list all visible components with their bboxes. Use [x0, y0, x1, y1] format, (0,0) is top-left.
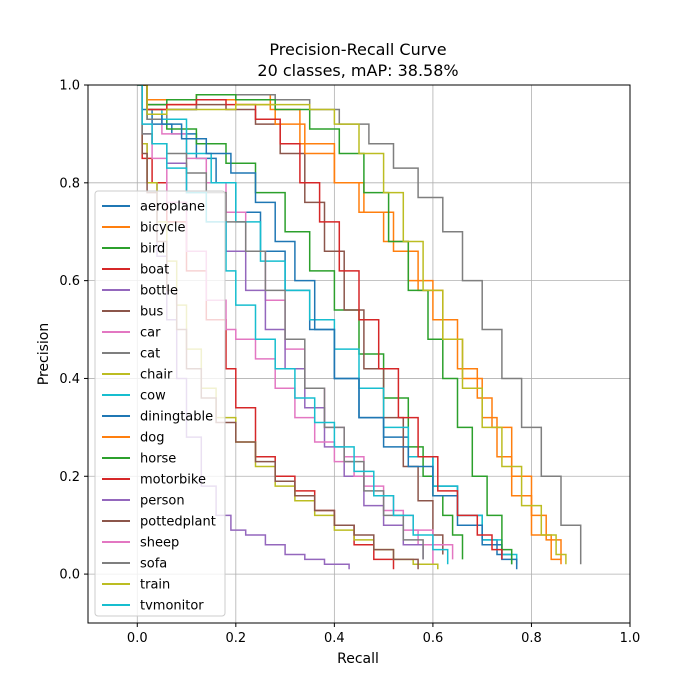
legend-label-sheep: sheep	[140, 536, 179, 551]
plot-frame	[87, 84, 631, 624]
x-tick-label: 0.8	[521, 631, 542, 646]
x-tick-label: 0.4	[324, 631, 345, 646]
y-tick-label: 0.6	[59, 274, 80, 289]
y-axis-ticks: 0.0 0.2 0.4 0.6 0.8 1.0	[59, 79, 88, 583]
legend-label-horse: horse	[140, 452, 176, 467]
legend-box	[94, 190, 226, 617]
legend-label-aeroplane: aeroplane	[140, 200, 205, 215]
y-tick-label: 1.0	[59, 79, 80, 94]
x-axis-ticks: 0.0 0.2 0.4 0.6 0.8 1.0	[127, 623, 640, 646]
series-line-train	[137, 85, 567, 565]
legend-label-bird: bird	[140, 242, 165, 257]
x-tick-label: 0.2	[225, 631, 246, 646]
legend-label-dog: dog	[140, 431, 164, 446]
legend-label-pottedplant: pottedplant	[140, 515, 216, 530]
legend-label-car: car	[140, 326, 161, 341]
legend-label-cow: cow	[140, 389, 166, 404]
x-tick-label: 1.0	[620, 631, 641, 646]
chart-title: Precision-Recall Curve	[269, 40, 446, 59]
y-tick-label: 0.2	[59, 470, 80, 485]
legend-label-motorbike: motorbike	[140, 473, 206, 488]
series-line-cat	[137, 85, 582, 565]
legend-label-train: train	[140, 578, 170, 593]
legend: aeroplane bicycle bird boat bottle bus car cat c…	[94, 190, 226, 617]
y-tick-label: 0.0	[59, 568, 80, 583]
y-axis-label: Precision	[36, 323, 52, 385]
chart-subtitle: 20 classes, mAP: 38.58%	[257, 61, 458, 80]
y-tick-label: 0.8	[59, 176, 80, 191]
legend-label-bicycle: bicycle	[140, 221, 185, 236]
series-line-tvmonitor	[137, 85, 449, 565]
legend-label-diningtable: diningtable	[140, 410, 213, 425]
series-line-motorbike	[137, 85, 503, 560]
legend-label-person: person	[140, 494, 185, 509]
legend-label-cat: cat	[140, 347, 160, 362]
x-axis-label: Recall	[337, 651, 379, 667]
legend-label-chair: chair	[140, 368, 173, 383]
x-tick-label: 0.0	[127, 631, 148, 646]
legend-label-boat: boat	[140, 263, 169, 278]
y-tick-label: 0.4	[59, 372, 80, 387]
series-line-diningtable	[137, 85, 518, 570]
x-tick-label: 0.6	[423, 631, 444, 646]
legend-label-tvmonitor: tvmonitor	[140, 599, 204, 614]
legend-label-sofa: sofa	[140, 557, 167, 572]
series-line-horse	[137, 85, 513, 565]
legend-label-bottle: bottle	[140, 284, 178, 299]
legend-label-bus: bus	[140, 305, 163, 320]
